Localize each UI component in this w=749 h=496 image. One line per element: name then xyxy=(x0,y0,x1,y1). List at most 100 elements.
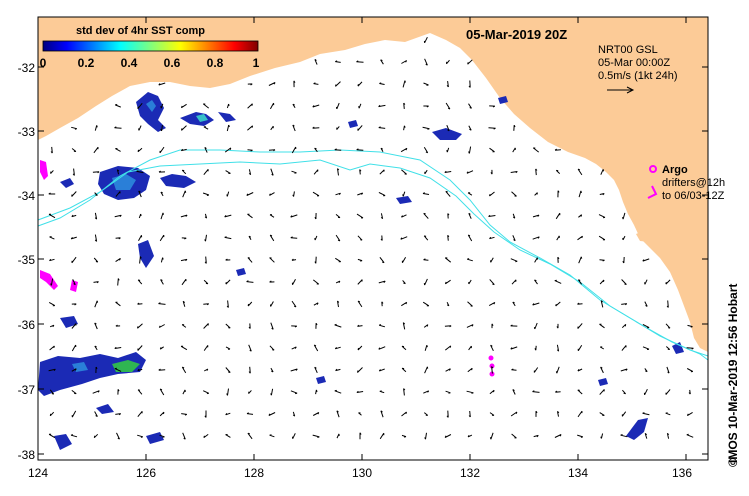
current-arrow-head xyxy=(577,302,580,305)
current-arrow-head xyxy=(380,216,383,220)
current-arrow-head xyxy=(48,192,51,195)
current-arrow xyxy=(73,168,75,176)
current-arrow-head xyxy=(162,212,164,215)
current-arrow xyxy=(400,236,408,240)
current-arrow-head xyxy=(378,104,381,107)
current-arrow-head xyxy=(515,171,518,174)
current-arrow xyxy=(115,148,121,152)
current-arrow-head xyxy=(466,171,469,174)
current-arrow-head xyxy=(379,390,382,392)
current-arrow-head xyxy=(555,390,558,393)
colorbar-tick: 0 xyxy=(40,56,47,70)
current-arrow xyxy=(598,235,606,241)
current-arrow-head xyxy=(557,256,560,260)
current-arrow-head xyxy=(250,149,253,152)
current-arrow xyxy=(334,324,342,328)
current-arrow xyxy=(379,169,385,175)
current-arrow xyxy=(577,344,583,352)
current-arrow-head xyxy=(449,325,452,328)
current-arrow xyxy=(137,410,143,418)
current-arrow xyxy=(423,390,429,394)
current-arrow xyxy=(423,235,429,241)
current-arrow-head xyxy=(357,324,360,327)
colorbar xyxy=(42,40,259,52)
current-arrow-head xyxy=(184,413,188,416)
current-arrow xyxy=(554,434,562,438)
lon-label: 124 xyxy=(28,466,48,480)
current-arrow xyxy=(512,235,516,241)
current-arrow xyxy=(137,434,143,438)
current-arrow xyxy=(556,366,560,374)
current-arrow xyxy=(467,59,473,65)
current-arrow xyxy=(402,322,406,330)
current-arrow xyxy=(225,323,231,329)
current-arrow-head xyxy=(446,84,449,88)
current-arrow-head xyxy=(204,415,207,418)
current-arrow xyxy=(599,389,605,395)
current-arrow-head xyxy=(117,169,120,172)
current-arrow-head xyxy=(357,300,361,303)
current-arrow-head xyxy=(667,327,671,329)
current-arrow-head xyxy=(489,437,492,440)
current-arrow xyxy=(270,301,274,307)
current-arrow xyxy=(400,147,408,153)
lat-label: -37 xyxy=(18,383,36,397)
current-arrow-head xyxy=(468,151,470,154)
current-arrow-head xyxy=(248,235,252,238)
current-arrow-head xyxy=(357,370,359,373)
current-arrow xyxy=(511,279,517,285)
colorbar-tick: 0.2 xyxy=(78,56,95,70)
current-arrow xyxy=(621,279,627,285)
current-arrow-head xyxy=(203,435,205,438)
current-arrow-head xyxy=(404,80,406,83)
current-arrow xyxy=(403,388,405,396)
current-arrow xyxy=(467,234,473,242)
current-arrow-head xyxy=(378,126,381,129)
current-arrow-head xyxy=(273,82,276,85)
current-arrow-head xyxy=(380,147,383,150)
current-arrow-head xyxy=(666,305,669,308)
current-arrow xyxy=(335,81,341,87)
current-arrow xyxy=(467,301,473,307)
current-arrow xyxy=(138,190,142,198)
current-arrow-head xyxy=(94,345,97,348)
current-arrow-head xyxy=(158,302,161,305)
current-arrow xyxy=(115,104,121,108)
current-arrow-head xyxy=(492,105,496,108)
current-arrow-head xyxy=(185,259,188,262)
current-arrow-head xyxy=(513,239,516,242)
current-arrow xyxy=(642,412,650,416)
current-arrow-head xyxy=(334,323,337,326)
colorbar-tick: 1 xyxy=(253,56,260,70)
lon-axis-labels: 124 126 128 130 132 134 136 xyxy=(28,466,692,480)
current-arrow xyxy=(290,237,298,239)
current-arrow xyxy=(577,410,583,418)
current-arrow-head xyxy=(360,239,363,241)
lat-label: -33 xyxy=(18,125,36,139)
current-arrow-head xyxy=(292,194,295,197)
current-arrow xyxy=(336,410,340,418)
current-arrow xyxy=(642,258,650,262)
current-arrow-head xyxy=(293,80,296,83)
current-arrow xyxy=(424,36,428,44)
current-arrow-head xyxy=(70,434,74,436)
current-arrow-head xyxy=(269,434,272,436)
current-arrow xyxy=(312,412,320,416)
current-arrow-head xyxy=(50,283,52,286)
current-arrow-head xyxy=(623,392,626,395)
current-arrow-head xyxy=(356,60,359,63)
current-arrow xyxy=(357,367,363,373)
current-arrow xyxy=(204,147,208,153)
current-arrow-head xyxy=(600,436,602,439)
current-arrow-head xyxy=(248,172,251,176)
current-arrow xyxy=(378,191,386,197)
current-arrow-head xyxy=(688,392,691,395)
current-arrow xyxy=(378,127,386,129)
current-arrow-head xyxy=(361,192,364,195)
credit-vertical: IMOS 10-Mar-2019 12:56 Hobart xyxy=(726,284,740,463)
current-arrow xyxy=(337,300,339,308)
current-arrow-head xyxy=(491,323,494,326)
current-arrow-head xyxy=(665,412,668,414)
current-arrow xyxy=(291,300,297,308)
current-arrow-head xyxy=(667,371,670,374)
